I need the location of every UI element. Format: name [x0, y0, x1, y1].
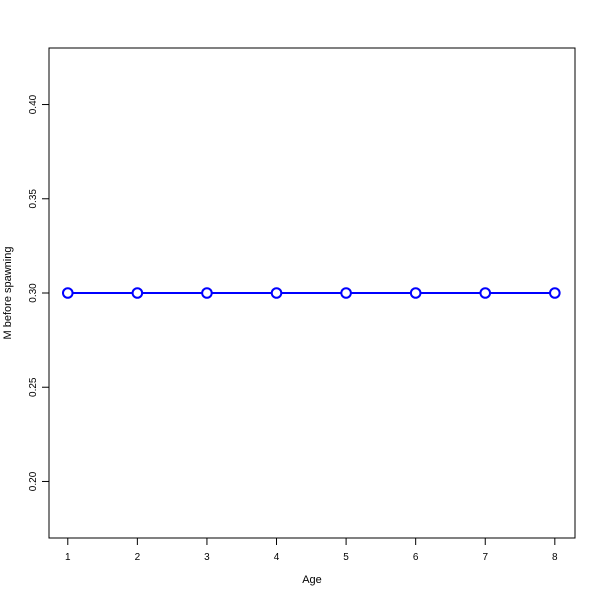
- data-point: [201, 287, 213, 299]
- y-tick-label: 0.20: [28, 471, 39, 491]
- x-tick-label: 6: [413, 552, 419, 563]
- data-point: [131, 287, 144, 299]
- y-tick-label: 0.30: [28, 283, 39, 303]
- data-point: [61, 287, 74, 299]
- x-tick-label: 1: [65, 552, 71, 563]
- data-point: [549, 287, 561, 299]
- data-point: [270, 287, 283, 299]
- y-tick-label: 0.35: [28, 189, 39, 209]
- x-tick-label: 5: [343, 552, 349, 563]
- x-axis-label: Age: [302, 574, 322, 586]
- x-tick-label: 3: [204, 552, 210, 563]
- y-axis: 0.20 0.25 0.30 0.35 0.40: [28, 94, 50, 491]
- data-point: [479, 287, 492, 299]
- y-tick-label: 0.40: [28, 94, 39, 114]
- y-axis-label: M before spawning: [2, 247, 14, 340]
- x-tick-label: 8: [552, 552, 558, 563]
- x-tick-label: 4: [274, 552, 280, 563]
- data-point: [340, 287, 352, 299]
- x-tick-label: 2: [135, 552, 141, 563]
- x-axis: 1 2 3 4 5 6 7 8: [65, 537, 558, 563]
- x-tick-label: 7: [482, 552, 488, 563]
- y-tick-label: 0.25: [28, 377, 39, 397]
- series: [61, 287, 561, 299]
- data-point: [409, 287, 422, 299]
